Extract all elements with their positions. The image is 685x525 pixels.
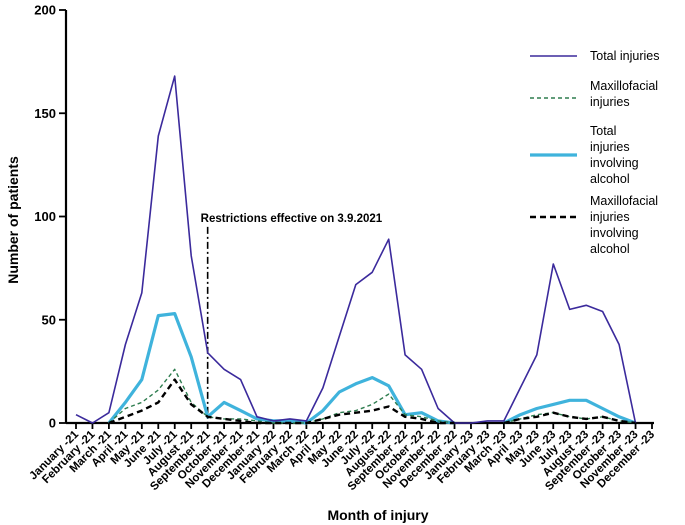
series-maxillofacial-injuries-line: [108, 368, 455, 424]
legend-label: Maxillofacial injuries: [590, 79, 658, 109]
legend: Total injuries Maxillofacial injuries Total…: [530, 49, 659, 256]
legend-label: Total injuries involving alcohol: [590, 124, 639, 186]
legend-label: Maxillofacial injuries involving alcohol: [590, 194, 658, 256]
series-total-injuries-involving-alcohol-line: [107, 312, 455, 425]
y-axis-title: Number of patients: [5, 156, 21, 284]
restriction-annotation: Restrictions effective on 3.9.2021: [201, 213, 383, 225]
y-tick-label: 100: [34, 209, 56, 224]
series-maxillofacial-injuries-involving-alcohol-line: [503, 411, 636, 425]
series-total-injuries-line: [75, 75, 637, 424]
legend-label: Total injuries: [590, 49, 659, 63]
y-tick-label: 200: [34, 3, 56, 18]
series-maxillofacial-injuries-involving-alcohol-line: [108, 378, 455, 425]
x-axis-title: Month of injury: [327, 507, 428, 523]
y-tick-label: 0: [49, 416, 56, 431]
y-tick-label: 50: [42, 312, 56, 327]
series-total-injuries-involving-alcohol-line: [503, 398, 637, 425]
series-group: [75, 75, 637, 425]
annotation-group: Restrictions effective on 3.9.2021: [201, 213, 383, 423]
y-tick-label: 150: [34, 106, 56, 121]
